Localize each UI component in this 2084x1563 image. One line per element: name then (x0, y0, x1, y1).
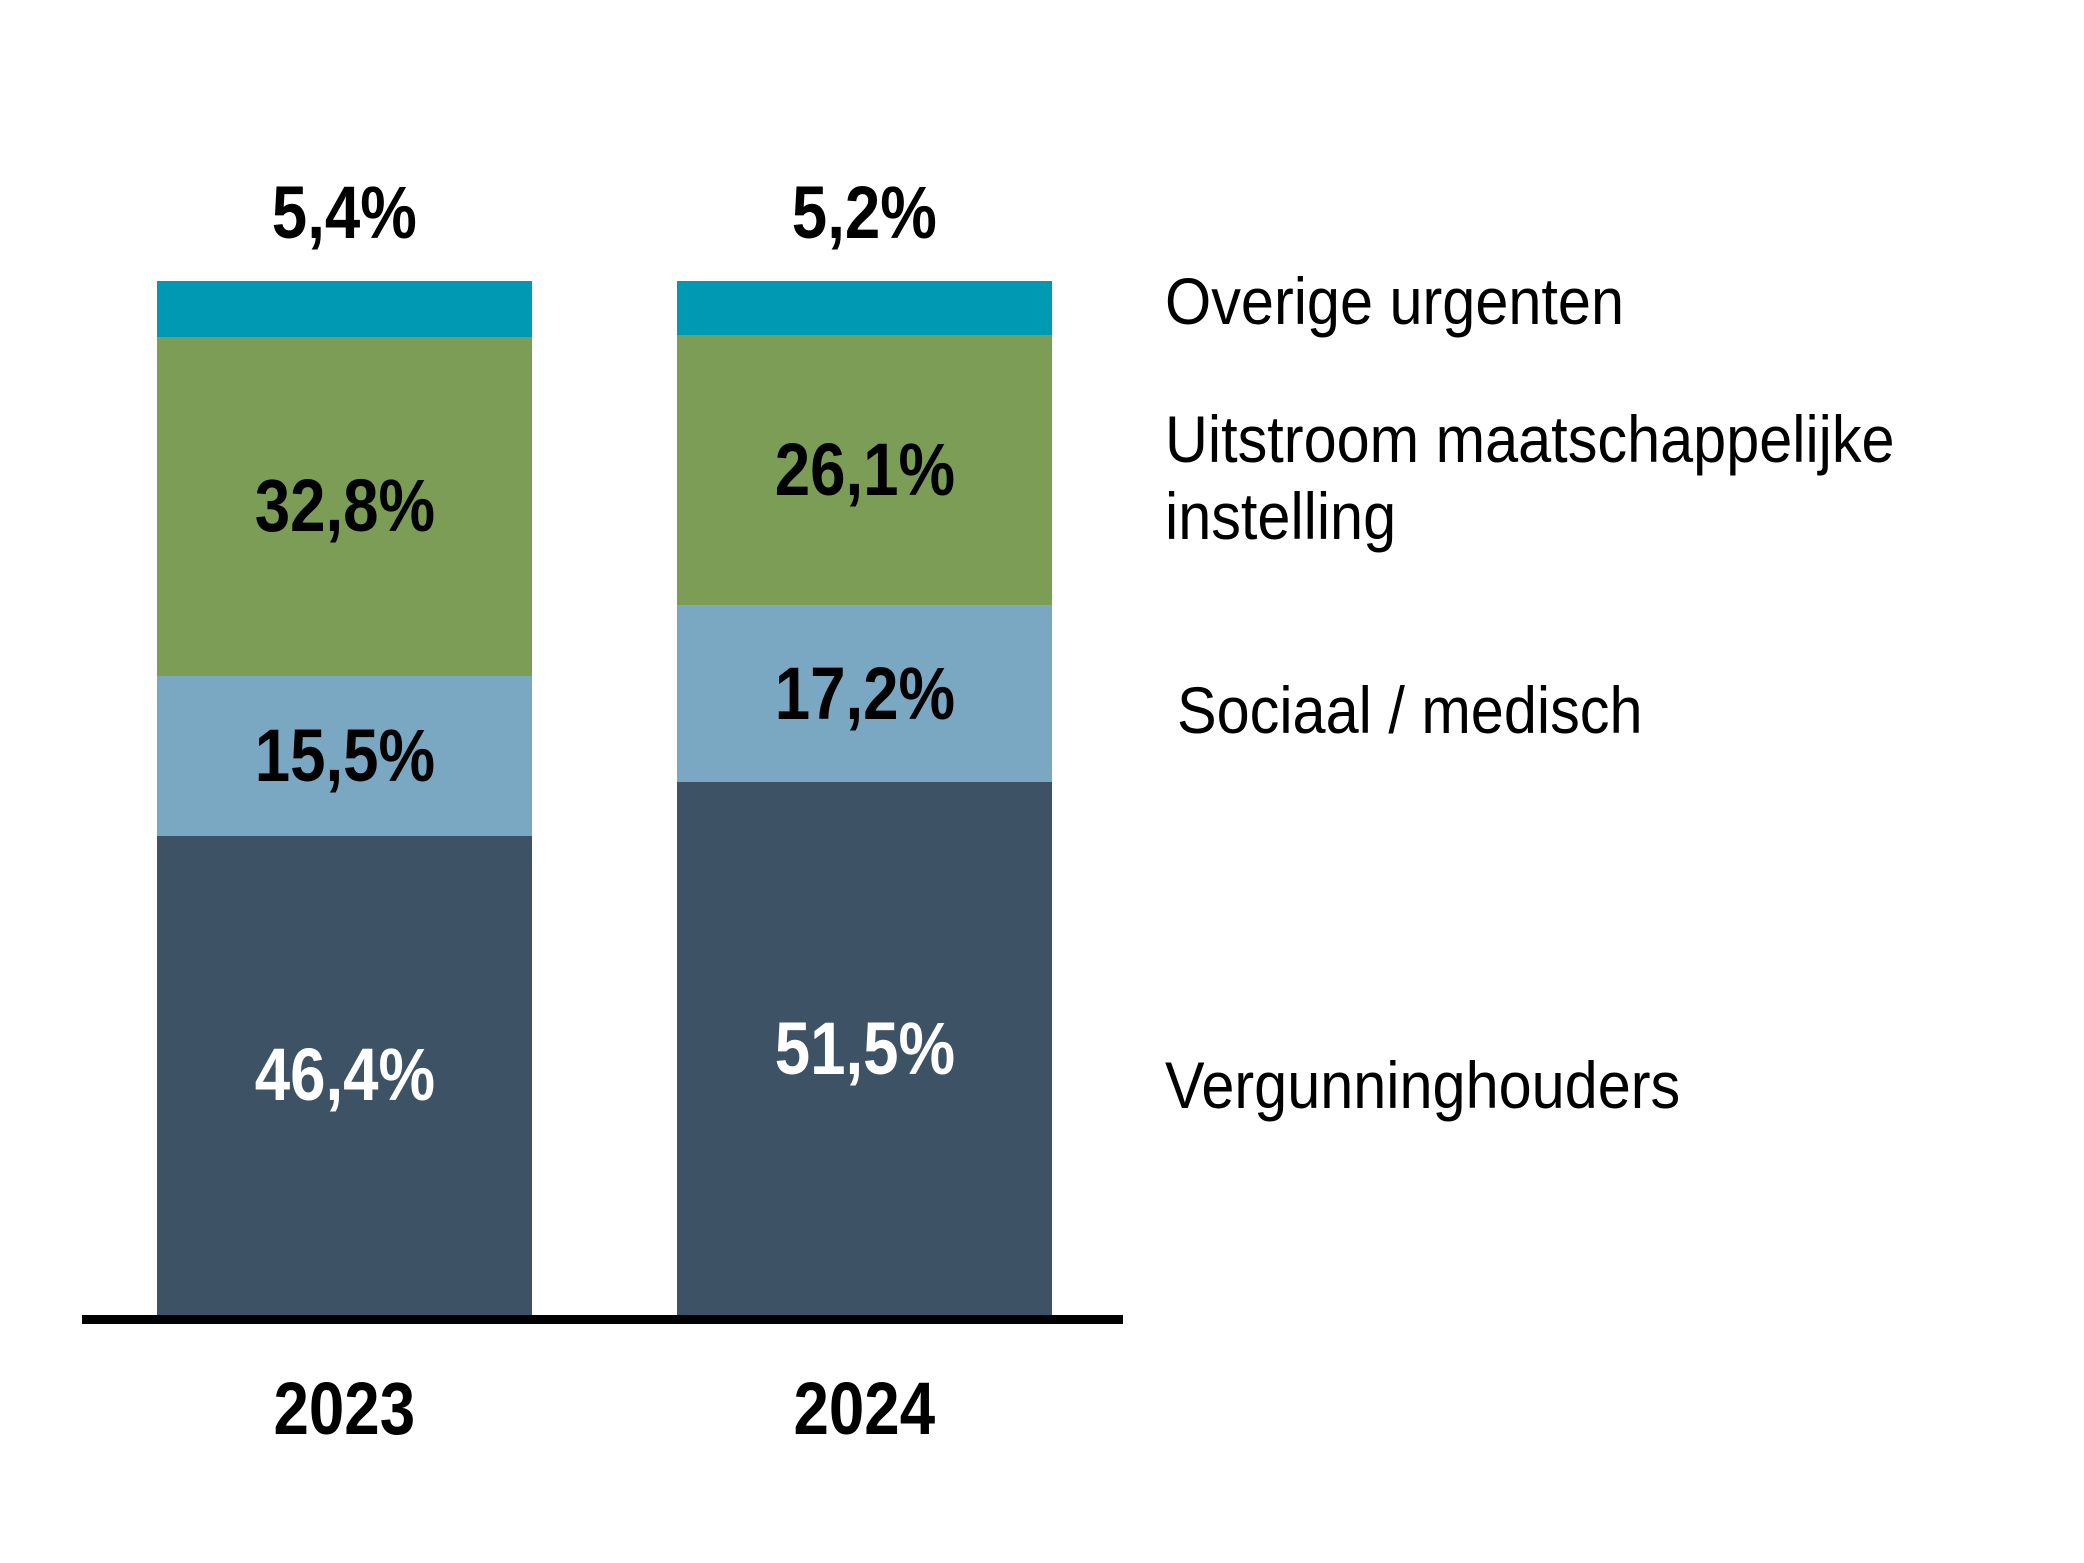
year-2024-text: 2024 (793, 1367, 936, 1450)
segment-2024-vergunninghouders: 51,5% (677, 782, 1052, 1315)
value-text: 5,2% (791, 171, 938, 254)
segment-2023-sociaal-medisch: 15,5% (157, 675, 532, 836)
legend-item-sociaal-medisch: Sociaal / medisch (1177, 672, 1694, 749)
legend-item-uitstroom-maatschappelijke-instelling: Uitstroom maatschappelijke instelling (1165, 401, 2045, 554)
value-label-2024-vergunninghouders: 51,5% (774, 1006, 955, 1090)
value-label-2023-sociaal-medisch: 15,5% (254, 713, 435, 797)
value-label-2024-overige-urgenten: 5,2% (677, 176, 1052, 271)
x-tick-label-2024: 2024 (677, 1372, 1052, 1446)
value-label-2024-sociaal-medisch: 17,2% (774, 651, 955, 735)
value-label-2024-uitstroom-maatschappelijke-instelling: 26,1% (774, 427, 955, 511)
segment-2024-overige-urgenten (677, 281, 1052, 335)
legend-label-sociaal-medisch: Sociaal / medisch (1177, 673, 1643, 747)
segment-2024-sociaal-medisch: 17,2% (677, 604, 1052, 783)
bar-2024: 5,2% 26,1% 17,2% 51,5% (677, 176, 1052, 1315)
bar-2023: 5,4% 32,8% 15,5% 46,4% (157, 176, 532, 1315)
x-axis-line (82, 1315, 1123, 1324)
legend-item-overige-urgenten: Overige urgenten (1165, 263, 1675, 340)
segment-2023-vergunninghouders: 46,4% (157, 835, 532, 1315)
x-tick-label-2023: 2023 (157, 1372, 532, 1446)
legend-label-overige-urgenten: Overige urgenten (1165, 264, 1624, 338)
year-2023-text: 2023 (273, 1367, 416, 1450)
value-label-2023-overige-urgenten: 5,4% (157, 176, 532, 271)
segment-2023-overige-urgenten (157, 281, 532, 337)
value-text: 5,4% (271, 171, 418, 254)
legend-label-uitstroom-maatschappelijke-instelling: Uitstroom maatschappelijke instelling (1165, 402, 1895, 553)
segment-2024-uitstroom-maatschappelijke-instelling: 26,1% (677, 334, 1052, 605)
legend-label-vergunninghouders: Vergunninghouders (1165, 1048, 1681, 1122)
legend-item-vergunninghouders: Vergunninghouders (1165, 1047, 1737, 1124)
value-label-2023-vergunninghouders: 46,4% (254, 1033, 435, 1117)
segment-2023-uitstroom-maatschappelijke-instelling: 32,8% (157, 336, 532, 676)
value-label-2023-uitstroom-maatschappelijke-instelling: 32,8% (254, 464, 435, 548)
